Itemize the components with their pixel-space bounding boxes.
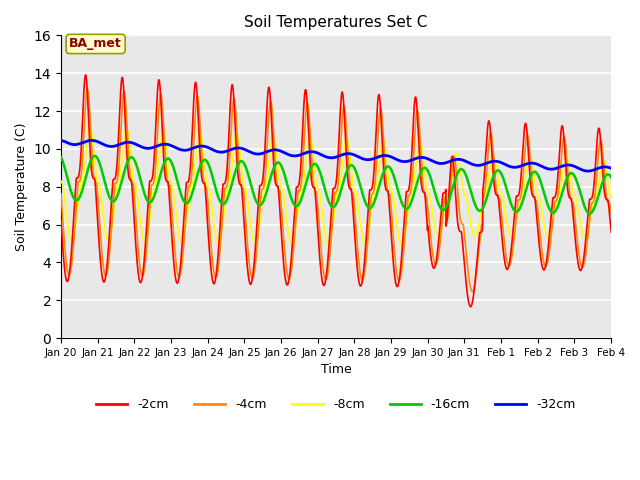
Text: BA_met: BA_met: [69, 37, 122, 50]
Y-axis label: Soil Temperature (C): Soil Temperature (C): [15, 122, 28, 251]
Legend: -2cm, -4cm, -8cm, -16cm, -32cm: -2cm, -4cm, -8cm, -16cm, -32cm: [91, 393, 580, 416]
X-axis label: Time: Time: [321, 363, 351, 376]
Title: Soil Temperatures Set C: Soil Temperatures Set C: [244, 15, 428, 30]
